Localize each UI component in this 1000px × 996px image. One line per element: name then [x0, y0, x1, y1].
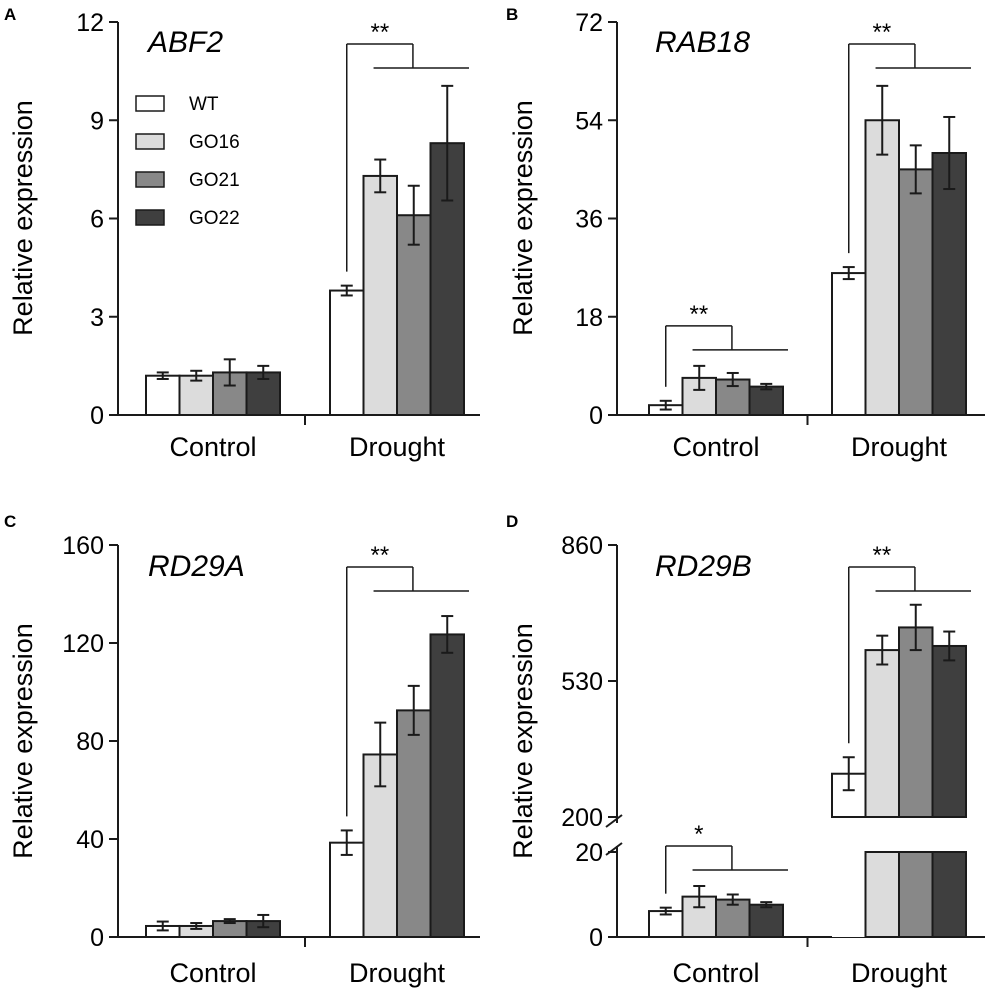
bar: [831, 272, 867, 417]
chart-title: RAB18: [655, 26, 750, 59]
bar: [898, 626, 934, 819]
bar: [178, 374, 214, 417]
x-tick-label: Control: [169, 958, 256, 988]
y-tick-label: 0: [589, 402, 603, 430]
significance-marker: **: [689, 301, 708, 328]
panel-label: D: [506, 512, 518, 531]
y-tick-label: 80: [76, 728, 104, 756]
significance-marker: **: [370, 19, 389, 46]
legend-swatch: [135, 95, 165, 112]
bar: [931, 152, 967, 416]
y-tick-label: 6: [90, 206, 104, 234]
y-tick-label: 72: [575, 9, 603, 37]
chart-panel-c: C RD29A Relative expression 0 40 80 120 160 Cont…: [4, 512, 480, 988]
bar-lower-segment: [864, 851, 900, 938]
y-tick-label: 3: [90, 304, 104, 332]
significance-marker: **: [370, 542, 389, 569]
legend-swatch: [135, 171, 165, 188]
y-axis-label: Relative expression: [8, 623, 38, 859]
bar: [396, 214, 432, 416]
legend-label: GO16: [189, 132, 240, 153]
y-tick-label: 0: [90, 402, 104, 430]
x-tick-label: Drought: [851, 432, 948, 462]
bar: [396, 709, 432, 938]
significance-marker: **: [872, 542, 891, 569]
legend-label: GO22: [189, 208, 240, 229]
bar-lower-segment: [832, 852, 866, 937]
axis-break-mark: [605, 842, 623, 856]
chart-panel-a: A ABF2 Relative expression 0 3 6 9 12 Control Dro…: [4, 5, 480, 462]
bar: [329, 289, 365, 416]
y-tick-label: 200: [561, 804, 603, 832]
legend-swatch: [135, 209, 165, 226]
chart-panel-d: D RD29B Relative expression 0 20 200 530 860 Con…: [506, 512, 985, 988]
bar: [864, 119, 900, 416]
y-tick-label: 160: [62, 532, 104, 560]
panel-label: C: [4, 512, 16, 531]
bar: [931, 644, 967, 819]
y-tick-label: 860: [561, 532, 603, 560]
axis-break-mark: [605, 814, 623, 828]
x-tick-label: Control: [672, 432, 759, 462]
y-axis-label: Relative expression: [8, 100, 38, 336]
y-tick-label: 40: [76, 826, 104, 854]
legend-swatch: [135, 133, 165, 150]
y-tick-label: 12: [76, 9, 104, 37]
bar: [864, 649, 900, 818]
x-tick-label: Control: [672, 958, 759, 988]
y-tick-label: 0: [589, 924, 603, 952]
chart-title: RD29A: [148, 550, 245, 583]
x-tick-label: Drought: [851, 958, 948, 988]
bar: [898, 168, 934, 416]
bar-lower-segment: [898, 851, 934, 938]
x-tick-label: Drought: [349, 432, 446, 462]
legend: WT GO16 GO21 GO22: [135, 94, 240, 229]
legend-label: WT: [189, 94, 219, 115]
y-axis-label: Relative expression: [508, 100, 538, 336]
bar: [145, 374, 181, 417]
y-tick-label: 36: [575, 206, 603, 234]
panel-label: A: [4, 5, 16, 24]
y-tick-label: 120: [62, 630, 104, 658]
significance-marker: **: [872, 19, 891, 46]
chart-title: RD29B: [655, 550, 752, 583]
bar: [748, 903, 784, 939]
bar: [715, 898, 751, 938]
y-tick-label: 530: [561, 668, 603, 696]
chart-title: ABF2: [146, 26, 223, 59]
chart-panel-b: B RAB18 Relative expression 0 18 36 54 72 Contro…: [506, 5, 985, 462]
legend-label: GO21: [189, 170, 240, 191]
x-tick-label: Control: [169, 432, 256, 462]
bar-lower-segment: [931, 851, 967, 938]
bar: [748, 385, 784, 417]
x-tick-label: Drought: [349, 958, 446, 988]
significance-marker: *: [694, 821, 703, 848]
bar: [362, 174, 398, 416]
y-tick-label: 18: [575, 304, 603, 332]
bar: [429, 633, 465, 938]
y-tick-label: 54: [575, 107, 603, 135]
y-tick-label: 20: [575, 839, 603, 867]
bar: [329, 841, 365, 938]
y-tick-label: 0: [90, 924, 104, 952]
y-axis-label: Relative expression: [508, 623, 538, 859]
y-tick-label: 9: [90, 107, 104, 135]
panel-label: B: [506, 5, 518, 24]
